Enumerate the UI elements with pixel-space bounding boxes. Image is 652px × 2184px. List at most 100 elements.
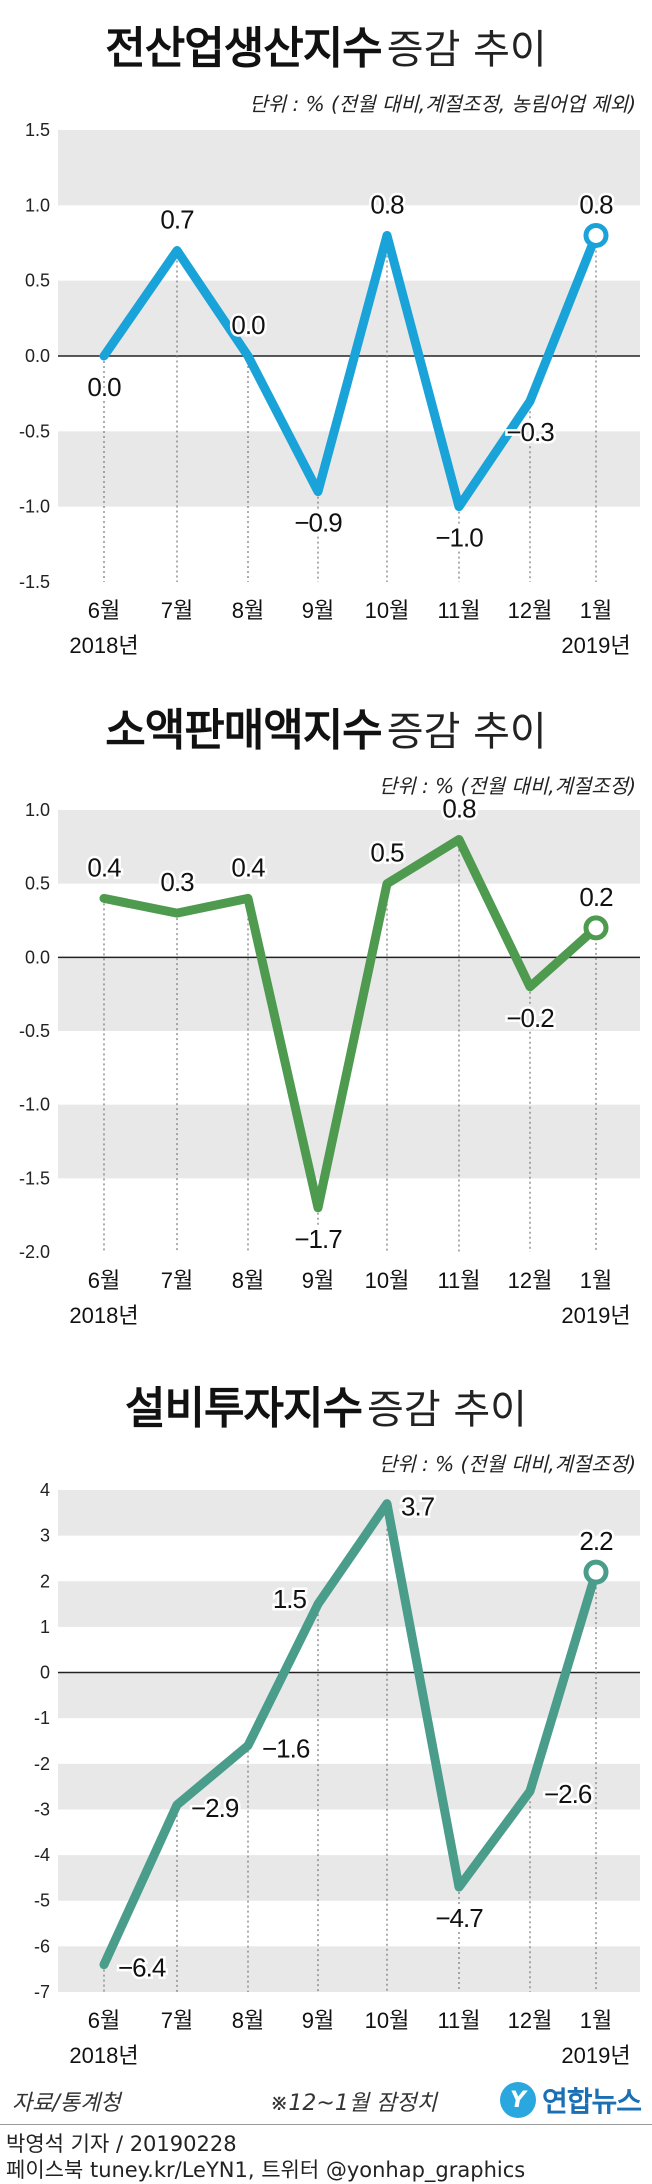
chart2-title-main: 소액판매액지수 bbox=[105, 705, 382, 756]
data-label: 0.8 bbox=[579, 189, 613, 219]
chart2-unit-note: 단위 : % (전월 대비,계절조정) bbox=[378, 774, 636, 798]
end-point-marker bbox=[583, 222, 609, 248]
x-tick-label: 8월 bbox=[232, 2008, 264, 2033]
x-tick-label: 6월 bbox=[88, 2008, 120, 2033]
x-tick-label: 9월 bbox=[302, 598, 334, 623]
data-label: −0.3 bbox=[506, 417, 554, 447]
footer-divider bbox=[0, 2124, 652, 2125]
source-text: 자료/통계청 bbox=[12, 2091, 121, 2116]
data-label: 0.8 bbox=[442, 793, 476, 823]
x-tick-label: 12월 bbox=[508, 1268, 553, 1293]
end-point-marker bbox=[583, 915, 609, 941]
x-tick-label: 1월 bbox=[580, 1268, 612, 1293]
x-tick-label: 11월 bbox=[437, 2008, 480, 2033]
y-tick-label: 1.0 bbox=[25, 800, 50, 820]
x-tick-label: 10월 bbox=[365, 1268, 410, 1293]
chart1-unit-note: 단위 : % (전월 대비,계절조정, 농림어업 제외) bbox=[249, 92, 636, 116]
chart2-title-sub: 증감 추이 bbox=[386, 709, 547, 755]
chart1-title: 전산업생산지수 증감 추이 bbox=[0, 12, 652, 76]
yonhap-logo-mark: Y bbox=[500, 2082, 536, 2118]
x-tick-label: 10월 bbox=[365, 598, 410, 623]
data-label: −1.0 bbox=[435, 523, 483, 553]
y-tick-label: -6 bbox=[34, 1936, 50, 1956]
y-tick-label: -2 bbox=[34, 1754, 50, 1774]
grid-band bbox=[58, 1763, 640, 1810]
data-label: −0.9 bbox=[294, 508, 342, 538]
data-label: 0.5 bbox=[370, 838, 404, 868]
x-tick-label: 11월 bbox=[437, 598, 480, 623]
data-label: 2.2 bbox=[579, 1526, 613, 1556]
data-label: −1.6 bbox=[262, 1734, 310, 1764]
y-tick-label: 1.5 bbox=[25, 120, 50, 140]
x-tick-label: 7월 bbox=[161, 2008, 193, 2033]
data-label: −2.9 bbox=[191, 1793, 239, 1823]
grid-band bbox=[58, 1946, 640, 1992]
y-tick-label: 1 bbox=[40, 1617, 50, 1637]
data-label: −2.6 bbox=[544, 1779, 592, 1809]
x-tick-label: 8월 bbox=[232, 1268, 264, 1293]
y-tick-label: 0.5 bbox=[25, 271, 50, 291]
y-tick-label: -0.5 bbox=[19, 1021, 50, 1041]
y-tick-label: 2 bbox=[40, 1571, 50, 1591]
end-point-marker bbox=[583, 1559, 609, 1585]
year-label-start: 2018년 bbox=[69, 1303, 138, 1328]
chart3-plot: 4 3 2 1 0 -1 -2 -3 -4 -5 -6 -7 −6.4 −2.9 −1.6 1.5 3.7 −4.… bbox=[34, 1480, 640, 2068]
chart1-title-sub: 증감 추이 bbox=[386, 27, 547, 73]
chart1-title-main: 전산업생산지수 bbox=[105, 23, 382, 74]
x-tick-label: 6월 bbox=[88, 1268, 120, 1293]
provisional-note: ※12~1월 잠정치 bbox=[270, 2091, 437, 2116]
x-tick-label: 8월 bbox=[232, 598, 264, 623]
y-tick-label: -1.0 bbox=[19, 1095, 50, 1115]
year-label-end: 2019년 bbox=[561, 2043, 630, 2068]
grid-band bbox=[58, 1104, 640, 1179]
x-tick-label: 7월 bbox=[161, 1268, 193, 1293]
chart3-title: 설비투자지수 증감 추이 bbox=[0, 1372, 652, 1436]
y-tick-label: -7 bbox=[34, 1982, 50, 2002]
y-tick-label: -1.0 bbox=[19, 497, 50, 517]
year-label-start: 2018년 bbox=[69, 633, 138, 658]
x-tick-label: 12월 bbox=[508, 598, 553, 623]
year-label-end: 2019년 bbox=[561, 633, 630, 658]
y-tick-label: -1.5 bbox=[19, 572, 50, 592]
data-label: 0.8 bbox=[370, 189, 404, 219]
x-tick-label: 12월 bbox=[508, 2008, 553, 2033]
grid-band bbox=[58, 1490, 640, 1536]
data-label: 0.2 bbox=[579, 882, 613, 912]
y-tick-label: 0.0 bbox=[25, 346, 50, 366]
chart1-plot: 1.5 1.0 0.5 0.0 -0.5 -1.0 -1.5 0.0 0.7 0.0 −0.9 0.8… bbox=[19, 120, 640, 658]
y-tick-label: -2.0 bbox=[19, 1242, 50, 1262]
social-links: 페이스북 tuney.kr/LeYN1, 트위터 @yonhap_graphic… bbox=[6, 2158, 526, 2182]
y-tick-label: 1.0 bbox=[25, 195, 50, 215]
y-tick-label: -5 bbox=[34, 1891, 50, 1911]
x-tick-label: 1월 bbox=[580, 2008, 612, 2033]
y-tick-label: -0.5 bbox=[19, 421, 50, 441]
y-tick-label: -1.5 bbox=[19, 1168, 50, 1188]
data-label: 3.7 bbox=[401, 1492, 435, 1522]
grid-band bbox=[58, 810, 640, 884]
x-tick-label: 9월 bbox=[302, 2008, 334, 2033]
x-tick-label: 7월 bbox=[161, 598, 193, 623]
data-label: −0.2 bbox=[506, 1003, 554, 1033]
data-label: 0.0 bbox=[87, 372, 121, 402]
y-tick-label: 0.0 bbox=[25, 947, 50, 967]
grid-band bbox=[58, 431, 640, 507]
data-label: −6.4 bbox=[118, 1953, 166, 1983]
y-tick-label: 0 bbox=[40, 1663, 50, 1683]
y-tick-label: -4 bbox=[34, 1845, 50, 1865]
data-label: −1.7 bbox=[294, 1224, 342, 1254]
chart2-plot: 1.0 0.5 0.0 -0.5 -1.0 -1.5 -2.0 0.4 0.3 0.4 −1.7 0.… bbox=[19, 791, 640, 1328]
data-label: −4.7 bbox=[435, 1903, 483, 1933]
x-tick-label: 11월 bbox=[437, 1268, 480, 1293]
chart2-title: 소액판매액지수 증감 추이 bbox=[0, 694, 652, 758]
grid-band bbox=[58, 130, 640, 206]
chart3-title-sub: 증감 추이 bbox=[367, 1387, 527, 1433]
year-label-start: 2018년 bbox=[69, 2043, 138, 2068]
series-line bbox=[99, 230, 601, 512]
data-label: 0.4 bbox=[87, 852, 121, 882]
byline: 박영석 기자 / 20190228 bbox=[6, 2132, 237, 2156]
grid-band bbox=[58, 280, 640, 356]
data-label: 0.0 bbox=[231, 310, 265, 340]
series-line bbox=[99, 834, 601, 1213]
chart3-title-main: 설비투자지수 bbox=[125, 1383, 363, 1434]
y-tick-label: 4 bbox=[40, 1480, 50, 1500]
